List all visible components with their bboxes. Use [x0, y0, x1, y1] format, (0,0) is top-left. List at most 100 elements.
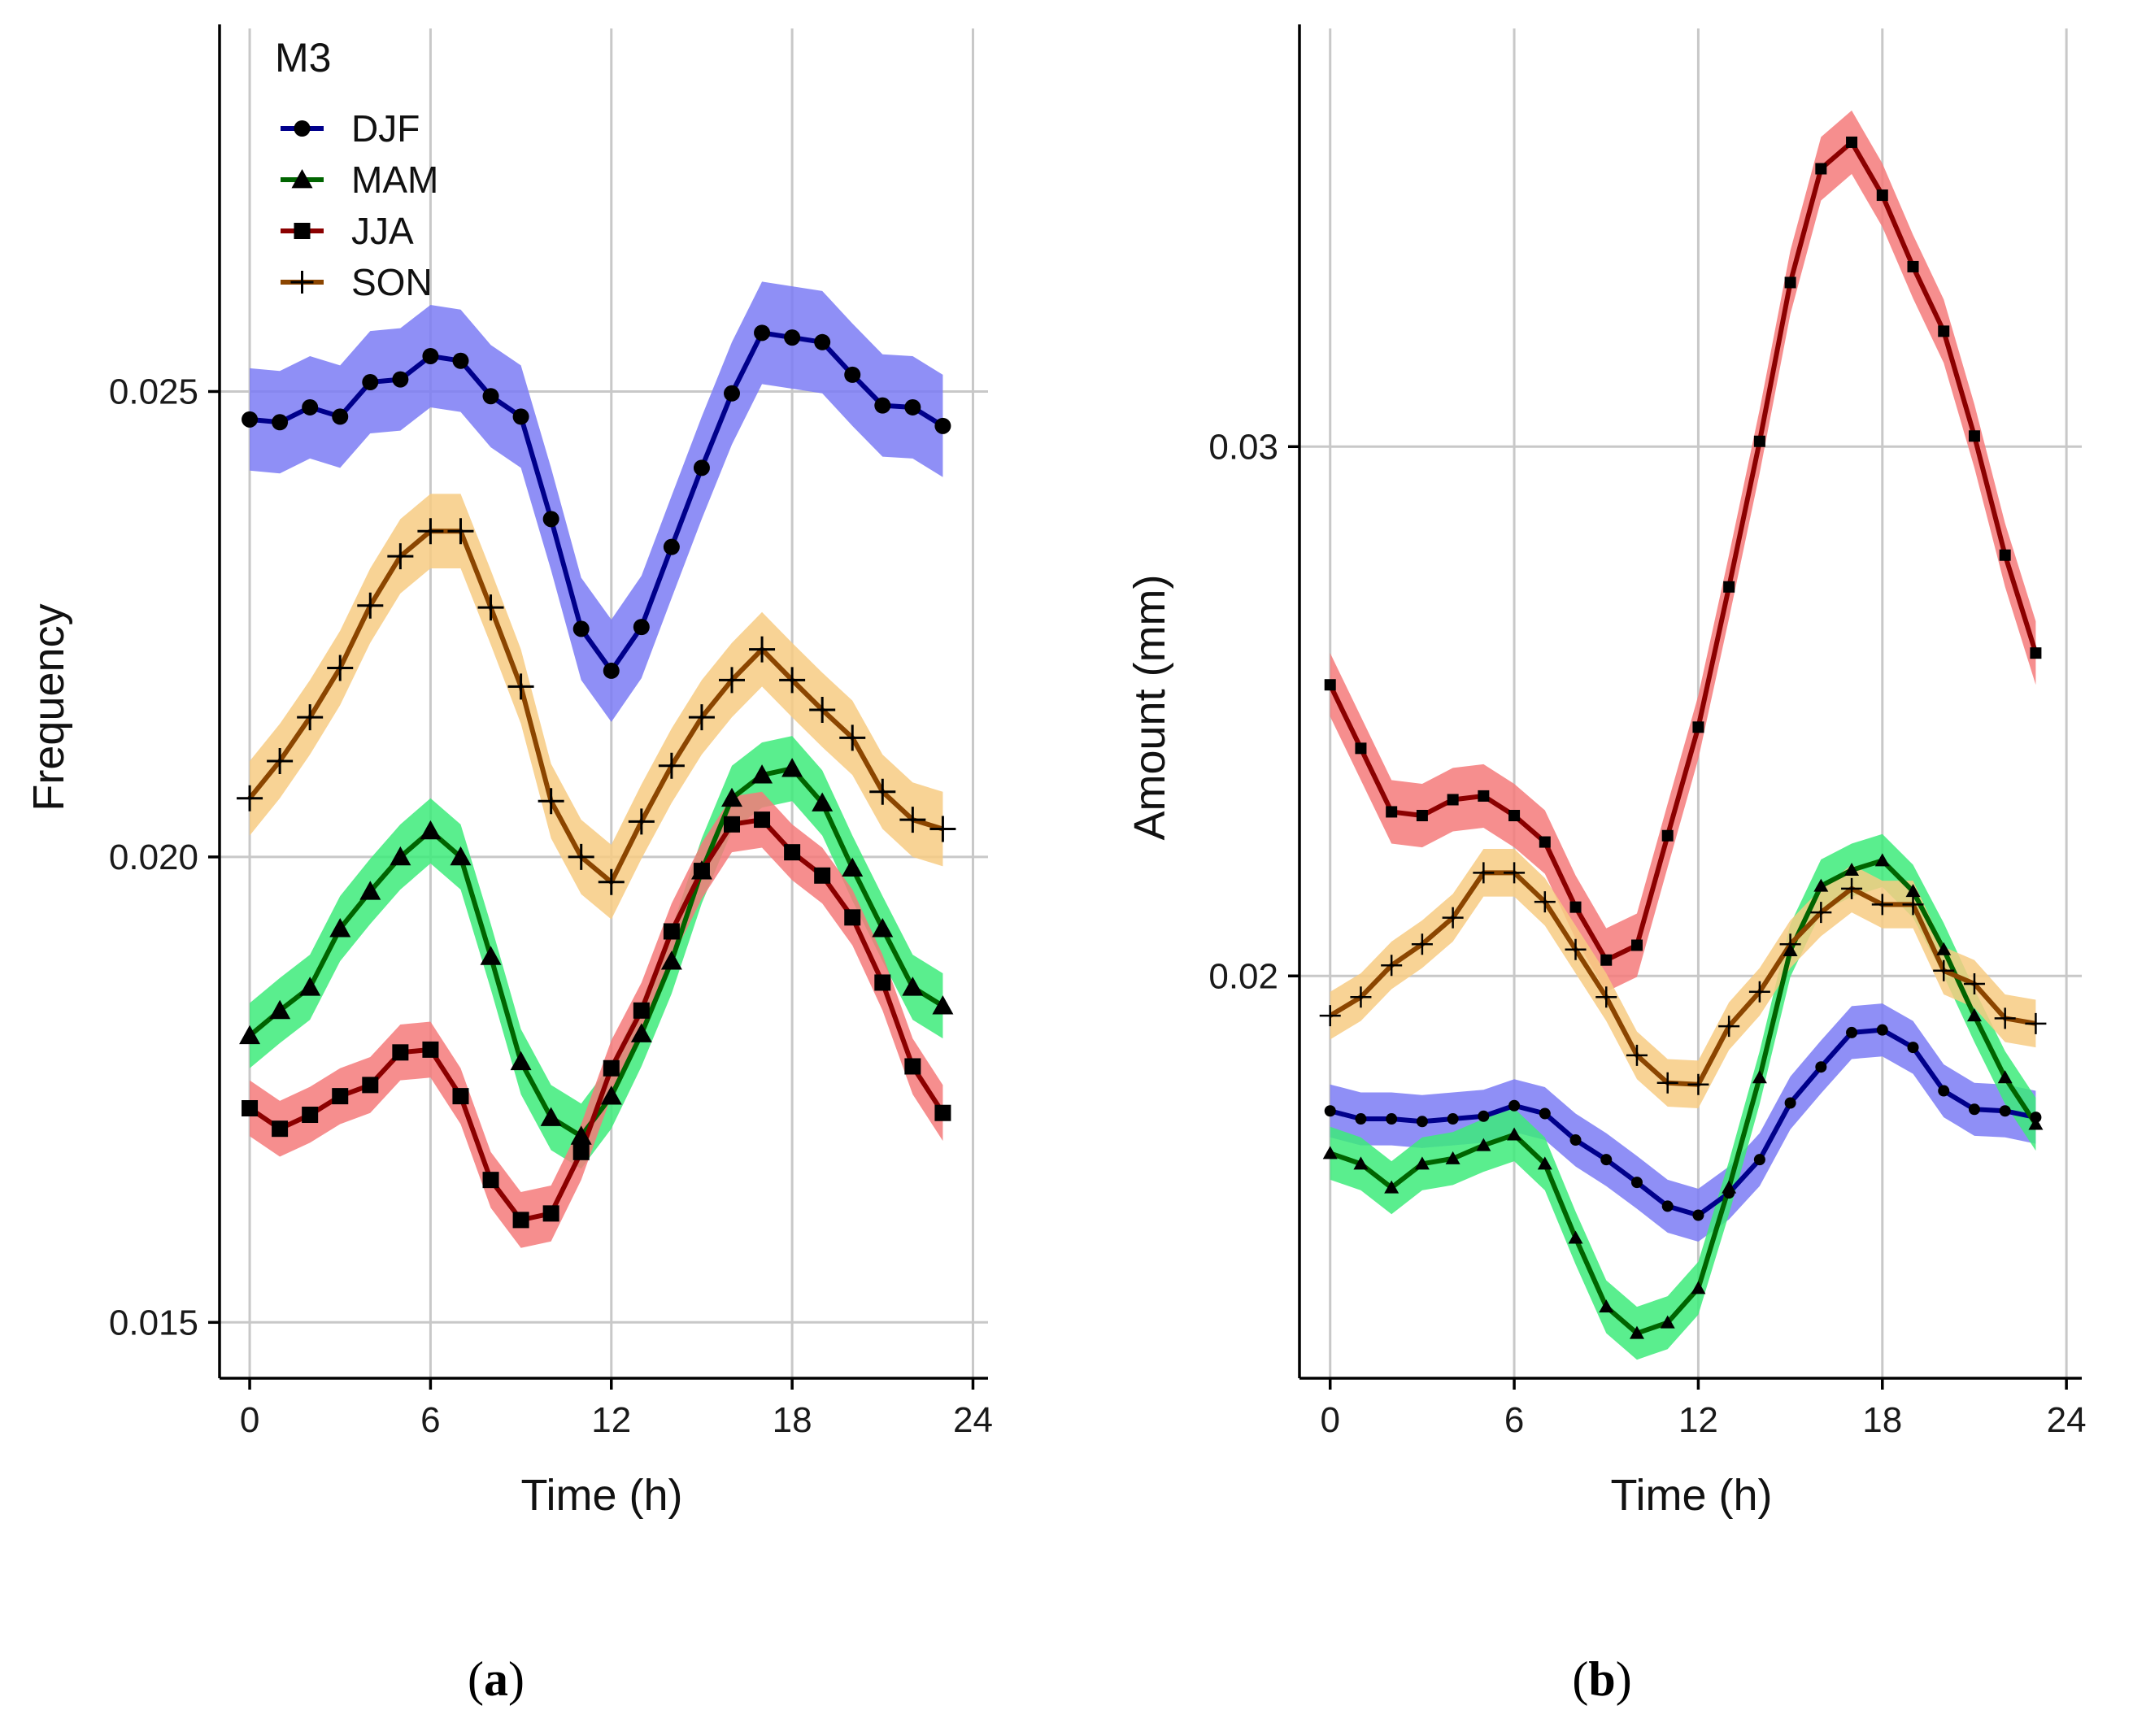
- panel-b-mam-point: [1905, 884, 1921, 898]
- panel-a-jja-point: [844, 909, 861, 926]
- panel-a-jja-point: [754, 811, 771, 829]
- panel-a-mam-point: [751, 764, 773, 784]
- panel-b-caption: (b): [1572, 1652, 1631, 1706]
- legend-title: M3: [275, 35, 331, 80]
- panel-b-djf-point: [1692, 1209, 1704, 1221]
- panel-b-tick-labels: 0 6 12 18 24 0.02 0.03: [1208, 427, 2086, 1440]
- panel-b-jja-point: [1478, 790, 1490, 802]
- panel-a-jja-point: [724, 816, 740, 833]
- panel-a-y-tick-label: 0.025: [109, 372, 198, 411]
- panel-b-jja-point: [1999, 549, 2011, 561]
- panel-b-mam-point: [1722, 1180, 1737, 1194]
- panel-a-son-point: [568, 843, 594, 870]
- panel-a-caption-letter: a: [484, 1652, 508, 1706]
- panel-b-djf-point: [1846, 1026, 1858, 1038]
- panel-b-son-point: [1871, 894, 1893, 916]
- panel-b-mam-point: [1660, 1315, 1675, 1329]
- panel-b-mam-point: [1936, 942, 1952, 955]
- panel-b-mam-point: [1752, 1070, 1767, 1084]
- panel-b-jja-point: [1753, 435, 1765, 447]
- panel-b-djf-point: [1539, 1107, 1551, 1120]
- panel-b-son-point: [1319, 1005, 1341, 1027]
- panel-b-djf-point: [1753, 1154, 1765, 1166]
- panel-b-djf-point: [1355, 1113, 1367, 1125]
- panel-a-djf-point: [332, 408, 349, 425]
- panel-b-mam-point: [1599, 1299, 1614, 1313]
- panel-b-jja-point: [1876, 189, 1888, 202]
- panel-a-mam-point: [480, 946, 502, 965]
- panel-a-confidence-bands: [250, 281, 943, 1248]
- panel-b-x-axis-title: Time (h): [1611, 1471, 1773, 1520]
- panel-b-djf-point: [1815, 1061, 1827, 1073]
- panel-a-x-tick-label: 0: [240, 1400, 259, 1440]
- panel-b-son-point: [2025, 1012, 2047, 1034]
- panel-a-son-point: [719, 667, 745, 694]
- panel-b-x-tick-label: 18: [1862, 1400, 1902, 1440]
- panel-a-son-point: [688, 704, 715, 731]
- panel-b-x-tick-label: 12: [1678, 1400, 1718, 1440]
- panel-a-mam-point: [269, 999, 291, 1020]
- panel-a-son-point: [357, 592, 384, 619]
- panel-b-son-point: [1810, 902, 1832, 924]
- panel-b-son-point: [1442, 907, 1464, 929]
- panel-a-jja-point: [272, 1120, 289, 1138]
- panel-a-mam-point: [510, 1051, 532, 1071]
- legend-son-marker: [290, 271, 314, 294]
- panel-b-mam-point: [1353, 1156, 1369, 1170]
- panel-a-son-point: [327, 655, 354, 681]
- panel-a-jja-point: [572, 1143, 590, 1160]
- panel-b-son-point: [1350, 986, 1372, 1008]
- panel-a-djf-point: [422, 347, 439, 364]
- legend-mam-label: MAM: [351, 159, 438, 201]
- panel-a-mam-point: [299, 977, 321, 996]
- panel-a-x-tick-label: 24: [953, 1400, 993, 1440]
- panel-b-jja-point: [1692, 721, 1704, 733]
- panel-a-mam-point: [540, 1107, 562, 1126]
- panel-b-mam-point: [2028, 1116, 2044, 1130]
- panel-b-djf-band: [1330, 1003, 2036, 1242]
- panel-b-jja-point: [1968, 430, 1980, 442]
- panel-a-son-point: [869, 778, 896, 805]
- panel-a-mam-point: [329, 918, 351, 938]
- panel-b-jja-point: [1815, 163, 1827, 175]
- panel-b-son-point: [1933, 959, 1955, 981]
- panel-b-mam-point: [1966, 1008, 1982, 1022]
- legend-mam-marker: [291, 169, 313, 189]
- panel-b-y-axis-title: Amount (mm): [1125, 574, 1174, 840]
- panel-b-djf-point: [1508, 1099, 1521, 1112]
- panel-b-jja-point: [2030, 647, 2042, 659]
- panel-b-jja-point: [1508, 810, 1521, 822]
- panel-a-markers: [237, 324, 956, 1229]
- panel-b-jja-point: [1539, 836, 1551, 848]
- panel-b-jja-point: [1416, 810, 1428, 822]
- panel-a-djf-point: [302, 398, 319, 416]
- panel-b-jja-point: [1600, 954, 1613, 966]
- panel-a-x-tick-label: 12: [591, 1400, 631, 1440]
- panel-b-djf-point: [1784, 1097, 1796, 1109]
- panel-a-mam-point: [600, 1086, 622, 1105]
- panel-a-djf-point: [784, 329, 801, 346]
- panel-a-jja-point: [392, 1044, 409, 1061]
- panel-a-son-point: [267, 747, 294, 774]
- panel-a-jja-point: [784, 844, 801, 861]
- panel-b-jja-point: [1784, 276, 1796, 289]
- panel-b-djf-point: [1661, 1200, 1674, 1212]
- panel-b-son-point: [1504, 862, 1526, 884]
- panel-a-son-point: [477, 594, 504, 621]
- panel-b-mam-point: [1414, 1156, 1430, 1170]
- panel-a-jja-point: [693, 863, 710, 880]
- panel-b-jja-point: [1355, 742, 1367, 755]
- panel-b-mam-point: [1568, 1230, 1583, 1244]
- panel-a-jja-point: [603, 1059, 620, 1077]
- panel-a-jja-point: [663, 923, 680, 940]
- panel-a-jja-point: [542, 1205, 559, 1222]
- panel-b-jja-point: [1324, 679, 1336, 691]
- panel-a-djf-point: [663, 538, 680, 555]
- panel-b-mam-point: [1874, 853, 1890, 867]
- panel-a-son-point: [628, 808, 655, 835]
- panel-b-mam-point: [1844, 863, 1860, 877]
- panel-a-son-point: [447, 518, 474, 545]
- panel-b-son-point: [1963, 973, 1985, 995]
- panel-a-jja-point: [332, 1088, 349, 1105]
- panel-b-djf-point: [1999, 1105, 2011, 1117]
